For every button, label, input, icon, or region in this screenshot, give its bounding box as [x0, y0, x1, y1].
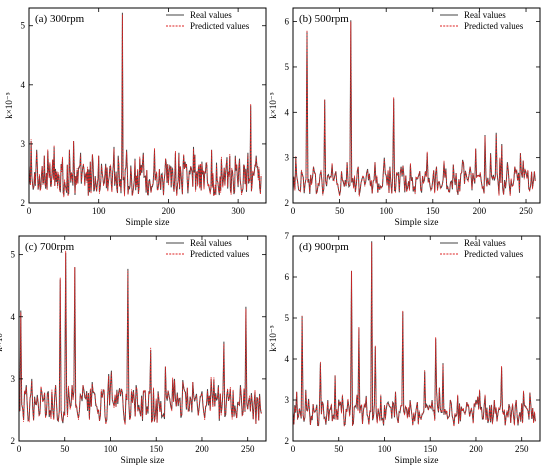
- x-tick-label: 0: [27, 206, 32, 216]
- plot-frame: [292, 7, 541, 204]
- series-line-predicted-values: [18, 250, 262, 425]
- legend-label-real-values: Real values: [190, 238, 232, 248]
- x-tick-label: 250: [519, 206, 533, 216]
- x-tick-label: 150: [149, 444, 163, 454]
- y-tick-label: 3: [285, 153, 290, 163]
- y-tick-label: 3: [285, 395, 290, 405]
- legend-label-real-values: Real values: [190, 10, 232, 20]
- x-tick-label: 150: [426, 206, 440, 216]
- legend-label-real-values: Real values: [464, 10, 506, 20]
- x-tick-label: 200: [473, 206, 487, 216]
- y-tick-label: 4: [11, 312, 16, 322]
- plot-frame: [292, 235, 541, 442]
- legend-label-predicted-values: Predicted values: [464, 21, 524, 31]
- plot-frame: [28, 7, 267, 204]
- x-tick-label: 200: [469, 444, 483, 454]
- x-tick-label: 50: [334, 444, 344, 454]
- series-line-predicted-values: [292, 242, 536, 427]
- x-tick-label: 200: [162, 206, 176, 216]
- legend-label-predicted-values: Predicted values: [190, 249, 250, 259]
- x-tick-label: 100: [92, 206, 106, 216]
- y-tick-label: 6: [285, 17, 290, 27]
- series-line-real-values: [292, 241, 536, 427]
- y-tick-label: 4: [285, 354, 290, 364]
- chart-title: (d) 900rpm: [299, 241, 349, 253]
- x-tick-label: 50: [335, 206, 345, 216]
- chart-panel: 0 100 200 300 2 3 4 5 Simple size k×10⁻⁵ (a) 300rp…: [4, 7, 267, 228]
- y-tick-label: 2: [11, 436, 16, 446]
- series-line-real-values: [18, 252, 262, 424]
- x-tick-label: 250: [515, 444, 529, 454]
- x-tick-label: 100: [378, 444, 392, 454]
- x-axis-label: Simple size: [394, 456, 438, 466]
- y-tick-label: 5: [11, 250, 16, 260]
- x-tick-label: 0: [17, 444, 22, 454]
- x-tick-label: 0: [291, 444, 296, 454]
- y-tick-label: 2: [285, 436, 290, 446]
- x-tick-label: 250: [241, 444, 255, 454]
- chart-panel: 0 50 100 150 200 250 2 3 4 5 Simple size k×10⁻⁵ (c) …: [0, 235, 267, 466]
- y-tick-label: 7: [285, 231, 290, 241]
- series-line-real-values: [292, 20, 536, 196]
- series-line-predicted-values: [292, 21, 536, 197]
- x-tick-label: 100: [379, 206, 393, 216]
- x-axis-label: Simple size: [125, 218, 169, 228]
- x-tick-label: 50: [60, 444, 70, 454]
- x-tick-label: 0: [291, 206, 296, 216]
- x-axis-label: Simple size: [394, 218, 438, 228]
- y-tick-label: 2: [21, 198, 26, 208]
- y-axis-label: k×10⁻⁵: [268, 92, 278, 118]
- y-tick-label: 3: [11, 374, 16, 384]
- y-tick-label: 3: [21, 139, 26, 149]
- y-tick-label: 5: [285, 62, 290, 72]
- x-tick-label: 300: [231, 206, 245, 216]
- y-tick-label: 5: [285, 313, 290, 323]
- x-axis-label: Simple size: [120, 456, 164, 466]
- chart-panel: 0 50 100 150 200 250 2 3 4 5 6 Simple size k×10⁻⁵ (b)…: [268, 7, 541, 228]
- chart-title: (b) 500rpm: [299, 13, 349, 25]
- x-tick-label: 100: [104, 444, 118, 454]
- y-axis-label: k×10⁻⁵: [268, 325, 278, 351]
- chart-title: (c) 700rpm: [25, 241, 75, 253]
- legend-label-predicted-values: Predicted values: [464, 249, 524, 259]
- legend-label-real-values: Real values: [464, 238, 506, 248]
- y-tick-label: 2: [285, 198, 290, 208]
- y-axis-label: k×10⁻⁵: [0, 325, 4, 351]
- legend-label-predicted-values: Predicted values: [190, 21, 250, 31]
- y-axis-label: k×10⁻⁵: [4, 92, 14, 118]
- x-tick-label: 200: [195, 444, 209, 454]
- y-tick-label: 4: [21, 80, 26, 90]
- y-tick-label: 5: [21, 21, 26, 31]
- y-tick-label: 4: [285, 107, 290, 117]
- chart-panel: 0 50 100 150 200 250 2 3 4 5 6 7 Simple size k×10⁻⁵ (d…: [268, 231, 541, 466]
- chart-title: (a) 300rpm: [35, 13, 85, 25]
- x-tick-label: 150: [423, 444, 437, 454]
- y-tick-label: 6: [285, 272, 290, 282]
- plot-frame: [18, 235, 267, 442]
